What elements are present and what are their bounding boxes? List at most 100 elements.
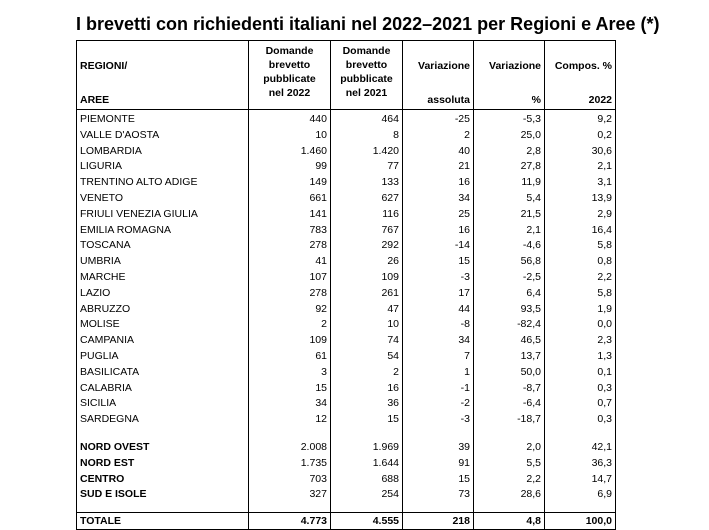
var-abs-cell: 2 — [402, 127, 474, 144]
table-body: PIEMONTE 440 464 -25 -5,3 9,2 VALLE D'AOSTA 10 8… — [76, 109, 616, 530]
comp-cell: 2,3 — [544, 333, 616, 349]
var-pct-cell: 28,6 — [473, 487, 545, 504]
value-2022-cell: 34 — [248, 396, 331, 413]
region-row: LAZIO 278 261 17 6,4 5,8 — [76, 285, 616, 302]
region-name-cell: TRENTINO ALTO ADIGE — [76, 175, 249, 191]
region-row: VALLE D'AOSTA 10 8 2 25,0 0,2 — [76, 127, 616, 144]
var-pct-cell: -8,7 — [473, 380, 545, 397]
region-name-cell: PUGLIA — [76, 348, 249, 365]
header-var-abs-top: Variazione — [418, 60, 470, 72]
var-pct-cell: -6,4 — [473, 396, 545, 413]
region-name-cell: SICILIA — [76, 396, 249, 413]
region-row: LIGURIA 99 77 21 27,8 2,1 — [76, 159, 616, 176]
var-pct-cell: 13,7 — [473, 348, 545, 365]
value-2022-cell: 661 — [248, 190, 331, 207]
value-2021-cell: 116 — [330, 206, 403, 223]
value-2021-cell: 1.420 — [330, 143, 403, 160]
value-2022-cell: 3 — [248, 364, 331, 381]
region-name-cell: PIEMONTE — [76, 109, 249, 128]
region-name-cell: LOMBARDIA — [76, 143, 249, 160]
region-name-cell: NORD EST — [76, 455, 249, 472]
value-2022-cell: 15 — [248, 380, 331, 397]
var-abs-cell: 17 — [402, 285, 474, 302]
value-2021-cell: 109 — [330, 269, 403, 286]
header-regions-top: REGIONI/ — [80, 60, 128, 72]
spacer-row — [76, 427, 616, 440]
region-name-cell: LIGURIA — [76, 159, 249, 176]
value-2021-cell: 767 — [330, 222, 403, 239]
total-row: TOTALE 4.773 4.555 218 4,8 100,0 — [76, 512, 616, 530]
var-abs-cell: -3 — [402, 412, 474, 428]
comp-cell: 0,7 — [544, 396, 616, 413]
var-abs-cell: 15 — [402, 254, 474, 270]
header-var-pct: Variazione % — [473, 40, 545, 110]
value-2022-cell: 10 — [248, 127, 331, 144]
comp-cell: 13,9 — [544, 190, 616, 207]
value-2022-cell: 12 — [248, 412, 331, 428]
var-pct-cell: 27,8 — [473, 159, 545, 176]
region-row: CALABRIA 15 16 -1 -8,7 0,3 — [76, 380, 616, 397]
var-pct-cell: 25,0 — [473, 127, 545, 144]
value-2021-cell: 464 — [330, 109, 403, 128]
value-2021-cell: 4.555 — [330, 512, 403, 530]
var-abs-cell: -14 — [402, 238, 474, 255]
header-var-pct-bottom: % — [531, 94, 541, 106]
comp-cell: 1,3 — [544, 348, 616, 365]
value-2021-cell: 688 — [330, 471, 403, 488]
region-row: ABRUZZO 92 47 44 93,5 1,9 — [76, 301, 616, 318]
value-2021-cell: 10 — [330, 317, 403, 334]
header-comp: Compos. % 2022 — [544, 40, 616, 110]
var-abs-cell: 91 — [402, 455, 474, 472]
region-name-cell: TOSCANA — [76, 238, 249, 255]
var-pct-cell: 2,8 — [473, 143, 545, 160]
region-name-cell: LAZIO — [76, 285, 249, 302]
header-regions: REGIONI/ AREE — [76, 40, 249, 110]
region-name-cell: ABRUZZO — [76, 301, 249, 318]
value-2021-cell: 54 — [330, 348, 403, 365]
var-abs-cell: 16 — [402, 175, 474, 191]
patents-table: REGIONI/ AREE Domande brevetto pubblicat… — [76, 40, 616, 530]
var-abs-cell: 16 — [402, 222, 474, 239]
value-2022-cell: 703 — [248, 471, 331, 488]
comp-cell: 1,9 — [544, 301, 616, 318]
value-2021-cell: 36 — [330, 396, 403, 413]
comp-cell: 3,1 — [544, 175, 616, 191]
header-2022-line: Domande — [265, 45, 314, 57]
header-var-abs: Variazione assoluta — [402, 40, 474, 110]
comp-cell: 0,1 — [544, 364, 616, 381]
value-2021-cell: 26 — [330, 254, 403, 270]
var-abs-cell: 73 — [402, 487, 474, 504]
region-row: UMBRIA 41 26 15 56,8 0,8 — [76, 254, 616, 270]
region-row: TRENTINO ALTO ADIGE 149 133 16 11,9 3,1 — [76, 175, 616, 191]
value-2022-cell: 92 — [248, 301, 331, 318]
value-2021-cell: 1.969 — [330, 439, 403, 456]
comp-cell: 0,8 — [544, 254, 616, 270]
region-name-cell: SARDEGNA — [76, 412, 249, 428]
value-2021-cell: 47 — [330, 301, 403, 318]
value-2022-cell: 440 — [248, 109, 331, 128]
value-2021-cell: 8 — [330, 127, 403, 144]
var-pct-cell: 4,8 — [473, 512, 545, 530]
var-pct-cell: -2,5 — [473, 269, 545, 286]
region-name-cell: UMBRIA — [76, 254, 249, 270]
var-pct-cell: 46,5 — [473, 333, 545, 349]
comp-cell: 9,2 — [544, 109, 616, 128]
value-2022-cell: 4.773 — [248, 512, 331, 530]
comp-cell: 0,3 — [544, 380, 616, 397]
var-pct-cell: 11,9 — [473, 175, 545, 191]
header-2022: Domande brevetto pubblicate nel 2022 — [248, 40, 331, 110]
var-pct-cell: 6,4 — [473, 285, 545, 302]
spacer-cell — [402, 427, 474, 440]
region-name-cell: SUD E ISOLE — [76, 487, 249, 504]
value-2021-cell: 15 — [330, 412, 403, 428]
area-row: SUD E ISOLE 327 254 73 28,6 6,9 — [76, 487, 616, 504]
region-name-cell: BASILICATA — [76, 364, 249, 381]
value-2021-cell: 292 — [330, 238, 403, 255]
spacer-cell — [473, 427, 545, 440]
var-pct-cell: -18,7 — [473, 412, 545, 428]
value-2021-cell: 2 — [330, 364, 403, 381]
value-2022-cell: 99 — [248, 159, 331, 176]
value-2021-cell: 77 — [330, 159, 403, 176]
value-2022-cell: 149 — [248, 175, 331, 191]
header-regions-bottom: AREE — [80, 94, 110, 106]
